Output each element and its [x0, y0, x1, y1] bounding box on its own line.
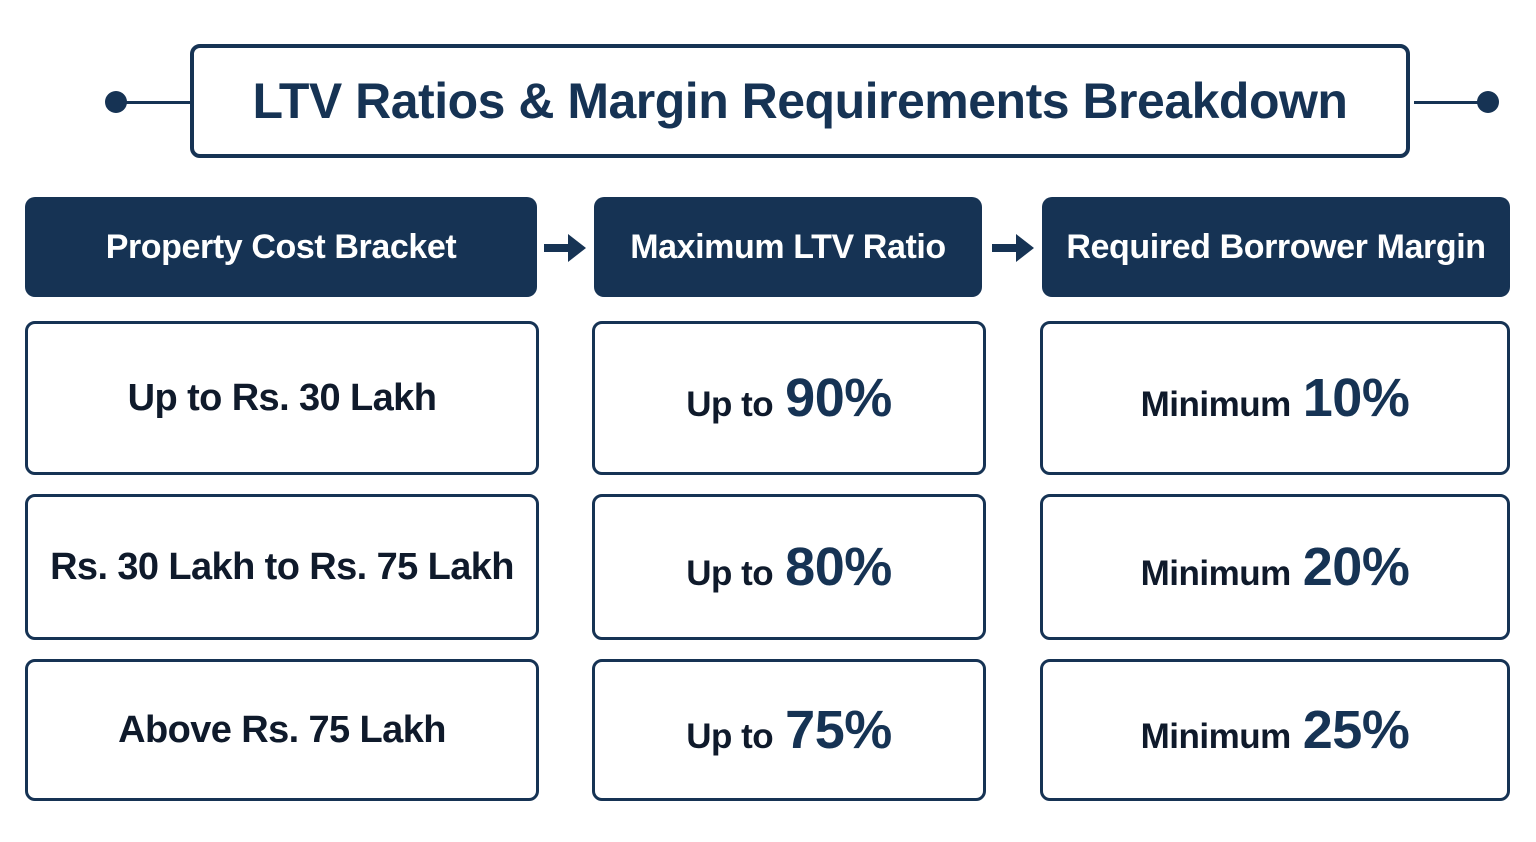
title-connector-line-right	[1414, 101, 1488, 104]
title-box: LTV Ratios & Margin Requirements Breakdo…	[190, 44, 1410, 158]
arrow-right-icon	[992, 234, 1034, 262]
margin-value: 25%	[1302, 700, 1410, 760]
margin-prefix: Minimum	[1140, 717, 1292, 756]
page-title: LTV Ratios & Margin Requirements Breakdo…	[252, 73, 1348, 129]
ltv-prefix: Up to	[686, 554, 774, 593]
connector-dot-icon	[105, 91, 127, 113]
header-required-borrower-margin: Required Borrower Margin	[1042, 197, 1510, 297]
header-property-cost-bracket: Property Cost Bracket	[25, 197, 537, 297]
margin-prefix: Minimum	[1140, 554, 1292, 593]
ltv-cell: Up to 80%	[592, 494, 986, 640]
ltv-value: 90%	[785, 368, 892, 428]
margin-prefix: Minimum	[1140, 385, 1292, 424]
ltv-prefix: Up to	[686, 385, 774, 424]
bracket-label: Up to Rs. 30 Lakh	[127, 376, 437, 419]
margin-cell: Minimum 25%	[1040, 659, 1510, 801]
bracket-label: Rs. 30 Lakh to Rs. 75 Lakh	[50, 545, 514, 588]
margin-cell: Minimum 10%	[1040, 321, 1510, 475]
ltv-value: 75%	[785, 700, 892, 760]
header-label: Property Cost Bracket	[105, 227, 457, 266]
margin-value: 10%	[1302, 368, 1410, 428]
title-connector-line-left	[116, 101, 192, 104]
header-label: Required Borrower Margin	[1066, 227, 1486, 266]
bracket-cell: Up to Rs. 30 Lakh	[25, 321, 539, 475]
ltv-cell: Up to 90%	[592, 321, 986, 475]
bracket-label: Above Rs. 75 Lakh	[118, 708, 446, 751]
connector-dot-icon	[1477, 91, 1499, 113]
bracket-cell: Above Rs. 75 Lakh	[25, 659, 539, 801]
header-label: Maximum LTV Ratio	[630, 227, 946, 266]
ltv-value: 80%	[785, 537, 892, 597]
bracket-cell: Rs. 30 Lakh to Rs. 75 Lakh	[25, 494, 539, 640]
margin-value: 20%	[1302, 537, 1410, 597]
ltv-cell: Up to 75%	[592, 659, 986, 801]
arrow-right-icon	[544, 234, 586, 262]
margin-cell: Minimum 20%	[1040, 494, 1510, 640]
header-maximum-ltv-ratio: Maximum LTV Ratio	[594, 197, 982, 297]
ltv-prefix: Up to	[686, 717, 774, 756]
